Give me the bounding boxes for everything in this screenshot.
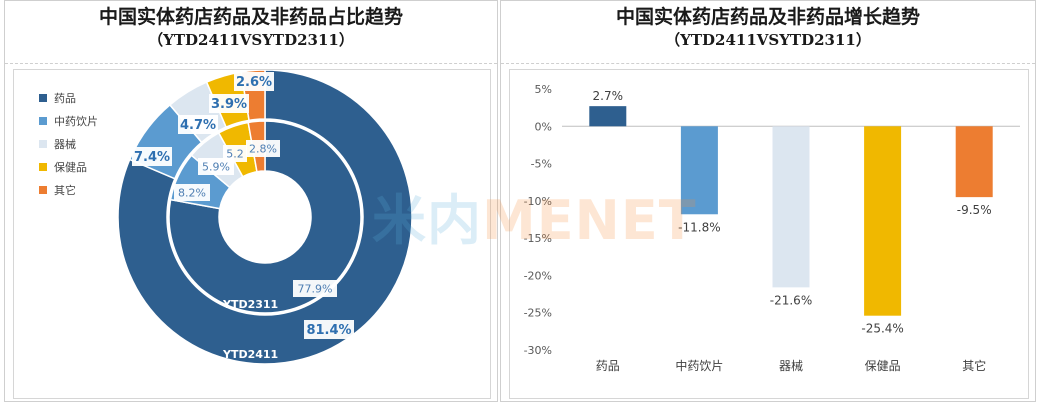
outer-ring-name: YTD2411	[222, 348, 278, 361]
legend-swatch	[39, 117, 47, 125]
legend-label: 其它	[54, 183, 76, 197]
bar-2	[680, 126, 718, 215]
data-label-box	[246, 140, 280, 157]
data-label: 81.4%	[306, 323, 351, 338]
data-label-group: 4.7%	[178, 115, 218, 134]
data-label-group: 8.2%	[174, 184, 210, 201]
x-tick-label: 器械	[779, 358, 803, 373]
data-label-group: 2.8%	[246, 140, 280, 157]
legend-swatch	[39, 140, 47, 148]
inner-ring-name: YTD2311	[222, 298, 278, 311]
x-tick-label: 其它	[962, 358, 986, 373]
left-chart-subtitle: （YTD2411VSYTD2311）	[148, 31, 354, 49]
legend-label: 器械	[54, 137, 76, 151]
data-label-box	[178, 115, 218, 134]
legend-swatch	[39, 163, 47, 171]
y-tick-label: 5%	[535, 83, 552, 96]
data-label-box	[174, 184, 210, 201]
bar-value-label: -9.5%	[957, 203, 992, 217]
bar-4	[864, 126, 902, 316]
bar-chart: 5% 0% -5% -10% -15% -20% -25% -30% 2.7% 药品 -11.8% 中…	[524, 83, 1020, 373]
right-title-box: 中国实体药店药品及非药品增长趋势 （YTD2411VSYTD2311）	[501, 1, 1035, 64]
data-label-group: 77.9%	[293, 280, 337, 297]
data-label-box	[198, 158, 234, 175]
right-chart-subtitle: （YTD2411VSYTD2311）	[665, 31, 871, 49]
data-label: 5.9%	[202, 160, 230, 173]
left-title-box: 中国实体药店药品及非药品占比趋势 （YTD2411VSYTD2311）	[5, 1, 497, 64]
data-label: 2.6%	[236, 75, 272, 90]
data-label-box	[132, 147, 172, 166]
y-tick-label: -25%	[524, 307, 552, 320]
bar-value-label: -21.6%	[770, 293, 812, 307]
y-tick-label: -20%	[524, 269, 552, 282]
data-label-box	[234, 72, 274, 91]
data-label-group: 5.9%	[198, 158, 234, 175]
data-label-group: 5.2	[223, 145, 247, 162]
data-label-box	[209, 94, 249, 113]
y-tick-label: -15%	[524, 232, 552, 245]
x-tick-label: 中药饮片	[675, 358, 723, 373]
data-label-group: 3.9%	[209, 94, 249, 113]
donut-slice-YTD2411-1	[117, 69, 413, 365]
y-tick-label: 0%	[535, 120, 552, 133]
data-label: 7.4%	[134, 150, 170, 165]
bar-5	[955, 126, 993, 198]
x-tick-label: 药品	[596, 359, 620, 373]
data-label-group: 81.4%	[304, 320, 354, 339]
bar-3	[772, 126, 810, 288]
data-label: 3.9%	[211, 97, 247, 112]
bar-value-label: -11.8%	[678, 220, 720, 234]
legend-swatch	[39, 186, 47, 194]
right-chart-panel: 中国实体药店药品及非药品增长趋势 （YTD2411VSYTD2311） 5% 0%…	[500, 0, 1036, 402]
donut-plot-area: 药品中药饮片器械保健品其它 YTD2311 YTD2411 81.4% 7.4% 4.7%…	[13, 69, 491, 399]
bar-1	[589, 106, 627, 127]
legend-label: 中药饮片	[54, 115, 98, 128]
data-label: 5.2	[226, 147, 244, 160]
legend-label: 药品	[54, 92, 76, 105]
data-label-group: 2.6%	[234, 72, 274, 91]
bar-value-label: -25.4%	[861, 322, 903, 336]
data-label: 8.2%	[178, 186, 206, 199]
data-label-box	[223, 145, 247, 162]
data-label: 77.9%	[298, 282, 333, 295]
y-tick-label: -10%	[524, 195, 552, 208]
watermark: 米内MENET	[372, 176, 697, 255]
bar-plot-area: 5% 0% -5% -10% -15% -20% -25% -30% 2.7% 药品 -11.8% 中…	[509, 69, 1029, 399]
data-label: 4.7%	[180, 118, 216, 133]
data-label: 2.8%	[249, 142, 277, 155]
data-label-box	[293, 280, 337, 297]
y-tick-label: -30%	[524, 344, 552, 357]
watermark-part-a: 米内	[372, 189, 482, 252]
legend-swatch	[39, 94, 47, 102]
watermark-part-b: MENET	[482, 189, 697, 252]
bar-value-label: 2.7%	[593, 89, 624, 103]
y-tick-label: -5%	[531, 158, 552, 171]
data-label-box	[304, 320, 354, 339]
x-tick-label: 保健品	[865, 359, 901, 373]
data-label-group: 7.4%	[132, 147, 172, 166]
left-chart-panel: 中国实体药店药品及非药品占比趋势 （YTD2411VSYTD2311） 药品中药…	[4, 0, 498, 402]
donut-slice-YTD2311-1	[168, 120, 362, 314]
right-chart-title: 中国实体药店药品及非药品增长趋势	[615, 6, 920, 28]
legend-label: 保健品	[54, 160, 87, 174]
left-chart-title: 中国实体药店药品及非药品占比趋势	[98, 6, 403, 28]
